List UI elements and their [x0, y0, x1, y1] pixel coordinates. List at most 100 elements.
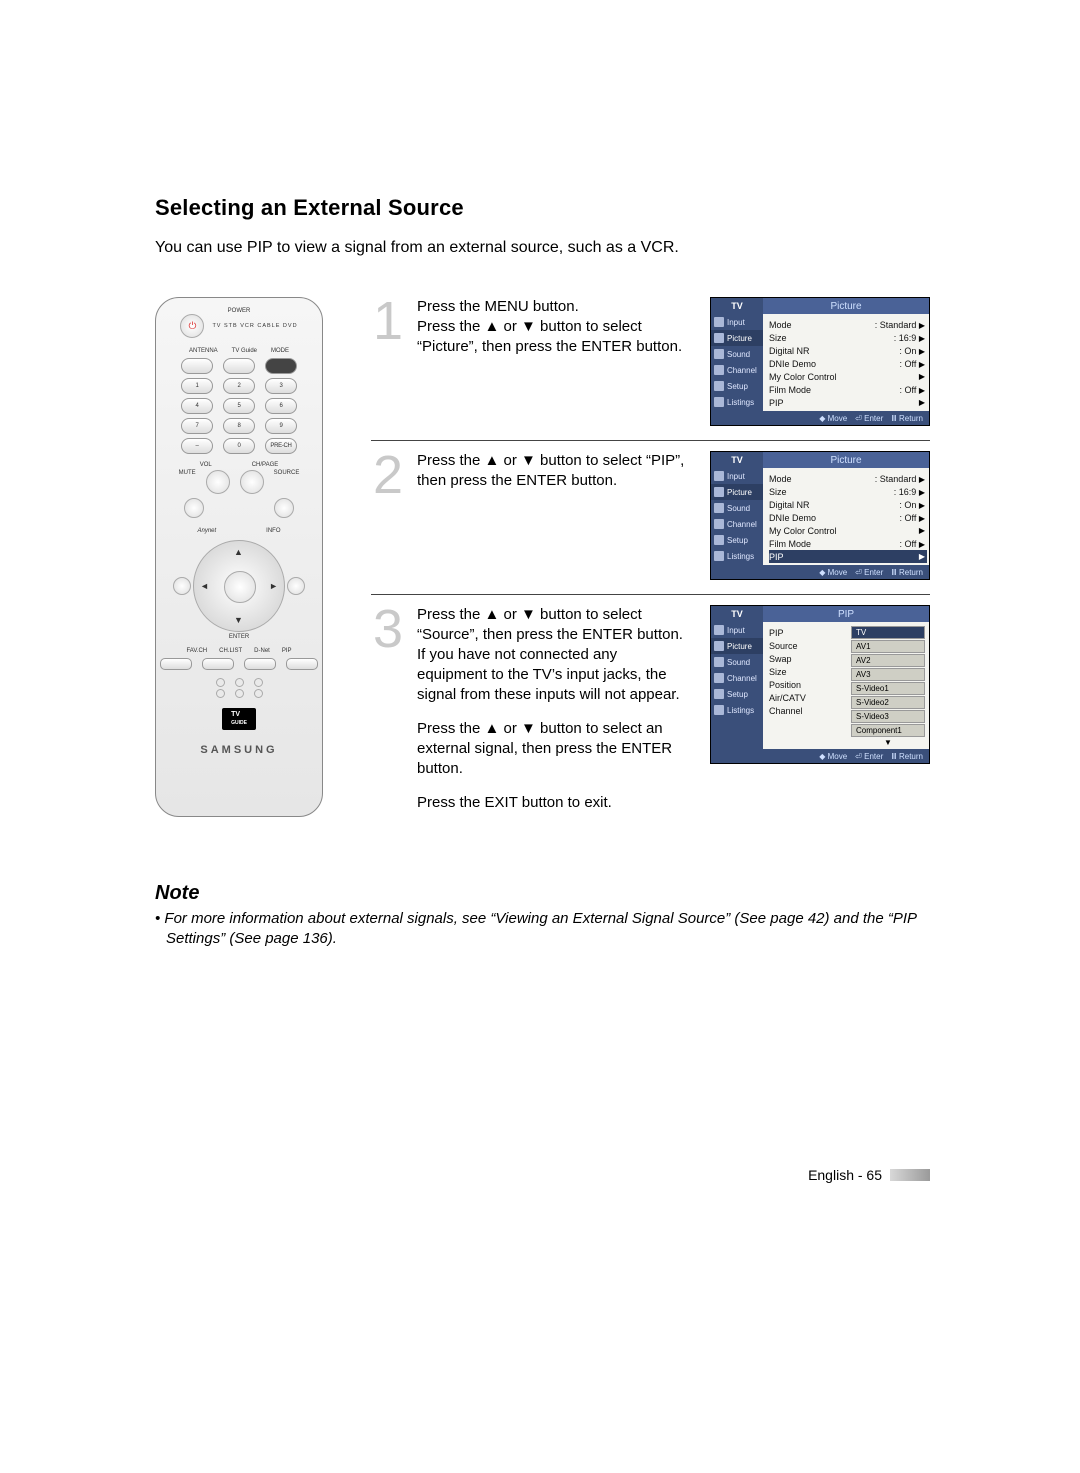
- exit-button: [287, 577, 305, 595]
- mute-label: MUTE: [179, 470, 196, 494]
- num-8: 8: [223, 418, 255, 434]
- picture-icon: [714, 333, 724, 343]
- source-item: AV2: [851, 654, 925, 667]
- num-1: 1: [181, 378, 213, 394]
- tvguide-label: TV Guide: [232, 348, 257, 354]
- tvguide-button: [223, 358, 255, 374]
- nav-pad: ▲ ▼ ◄ ►: [193, 540, 285, 632]
- step-number: 3: [371, 605, 405, 653]
- num-prech: PRE-CH: [265, 438, 297, 454]
- step-3-line-3: Press the ▲ or ▼ button to select an ext…: [417, 719, 690, 779]
- side-setup: Setup: [711, 378, 763, 394]
- footer-bar-icon: [890, 1169, 930, 1181]
- step-text: Press the MENU button. Press the ▲ or ▼ …: [417, 297, 698, 357]
- vol-label: VOL: [200, 462, 212, 468]
- listings-icon: [714, 397, 724, 407]
- osd-footer: Move Enter Return: [711, 411, 929, 425]
- dnet-button: [244, 658, 276, 670]
- mode-button: [265, 358, 297, 374]
- note-title: Note: [155, 882, 930, 905]
- setup-icon: [714, 381, 724, 391]
- step-3-line-4: Press the EXIT button to exit.: [417, 793, 690, 813]
- page-title: Selecting an External Source: [155, 195, 930, 221]
- favch-button: [160, 658, 192, 670]
- source-item: S-Video2: [851, 696, 925, 709]
- step-1-line-2: Press the ▲ or ▼ button to select “Pictu…: [417, 317, 690, 357]
- mute-button: [184, 498, 204, 518]
- pip-label: PIP: [282, 648, 292, 654]
- source-item: Component1: [851, 724, 925, 737]
- side-picture: Picture: [711, 330, 763, 346]
- mode-label: MODE: [271, 348, 289, 354]
- remote-body: POWER ⏻ TV STB VCR CABLE DVD ANTENNA TV …: [155, 297, 323, 817]
- num-0: 0: [223, 438, 255, 454]
- color-dots: [216, 678, 263, 687]
- step-text: Press the ▲ or ▼ button to select “PIP”,…: [417, 451, 698, 491]
- pip-button: [286, 658, 318, 670]
- osd-sidebar: Input Picture Sound Channel Setup Listin…: [711, 314, 763, 411]
- enter-label: ENTER: [229, 634, 249, 640]
- num-dash: –: [181, 438, 213, 454]
- osd-pip-source: TVPIP Input Picture Sound Channel Setup …: [710, 605, 930, 764]
- source-button: [274, 498, 294, 518]
- antenna-label: ANTENNA: [189, 348, 218, 354]
- osd-head-tv: TV: [711, 298, 763, 314]
- num-2: 2: [223, 378, 255, 394]
- chlist-button: [202, 658, 234, 670]
- osd-main: Mode: Standard ▶ Size: 16:9 ▶ Digital NR…: [763, 314, 929, 411]
- step-2-line: Press the ▲ or ▼ button to select “PIP”,…: [417, 451, 690, 491]
- steps-column: 1 Press the MENU button. Press the ▲ or …: [371, 297, 930, 837]
- step-number: 1: [371, 297, 405, 345]
- num-9: 9: [265, 418, 297, 434]
- tvguide-logo: TVGUIDE: [222, 708, 256, 730]
- footer-text: English - 65: [808, 1167, 882, 1183]
- step-text: Press the ▲ or ▼ button to select “Sourc…: [417, 605, 698, 813]
- device-row-label: TV STB VCR CABLE DVD: [212, 323, 297, 329]
- side-input: Input: [711, 314, 763, 330]
- chlist-label: CH.LIST: [219, 648, 242, 654]
- remote-figure: POWER ⏻ TV STB VCR CABLE DVD ANTENNA TV …: [155, 297, 323, 817]
- ch-rocker: [240, 470, 264, 494]
- num-4: 4: [181, 398, 213, 414]
- note-section: Note • For more information about extern…: [155, 882, 930, 949]
- step-2: 2 Press the ▲ or ▼ button to select “PIP…: [371, 451, 930, 595]
- step-3: 3 Press the ▲ or ▼ button to select “Sou…: [371, 605, 930, 827]
- page-footer: English - 65: [808, 1167, 930, 1183]
- content-row: POWER ⏻ TV STB VCR CABLE DVD ANTENNA TV …: [155, 297, 930, 837]
- step-1: 1 Press the MENU button. Press the ▲ or …: [371, 297, 930, 441]
- note-bullet: • For more information about external si…: [155, 909, 930, 949]
- chpage-label: CH/PAGE: [252, 462, 279, 468]
- source-list: TV AV1 AV2 AV3 S-Video1 S-Video2 S-Video…: [851, 626, 925, 747]
- num-5: 5: [223, 398, 255, 414]
- page-intro: You can use PIP to view a signal from an…: [155, 239, 930, 257]
- osd-head-title: Picture: [763, 298, 929, 314]
- input-icon: [714, 317, 724, 327]
- favch-label: FAV.CH: [186, 648, 207, 654]
- right-arrow-icon: ▶: [919, 321, 925, 330]
- num-7: 7: [181, 418, 213, 434]
- dnet-label: D-Net: [254, 648, 270, 654]
- step-3-line-1: Press the ▲ or ▼ button to select “Sourc…: [417, 605, 690, 645]
- osd-picture-2: TVPicture Input Picture Sound Channel Se…: [710, 451, 930, 580]
- side-channel: Channel: [711, 362, 763, 378]
- brand-label: SAMSUNG: [200, 744, 277, 756]
- manual-page: Selecting an External Source You can use…: [0, 0, 1080, 1473]
- source-item: AV3: [851, 668, 925, 681]
- more-indicator: ▼: [851, 738, 925, 747]
- source-item: AV1: [851, 640, 925, 653]
- sound-icon: [714, 349, 724, 359]
- vol-rocker: [206, 470, 230, 494]
- anynet-label: Anynet: [197, 528, 216, 534]
- channel-icon: [714, 365, 724, 375]
- menu-button: [173, 577, 191, 595]
- power-button-icon: ⏻: [180, 314, 204, 338]
- source-item: S-Video3: [851, 710, 925, 723]
- step-3-line-2: If you have not connected any equipment …: [417, 645, 690, 705]
- source-item: TV: [851, 626, 925, 639]
- step-1-line-1: Press the MENU button.: [417, 297, 690, 317]
- osd-picture-1: TVPicture Input Picture Sound Channel Se…: [710, 297, 930, 426]
- source-label: SOURCE: [274, 470, 300, 494]
- side-sound: Sound: [711, 346, 763, 362]
- num-6: 6: [265, 398, 297, 414]
- side-listings: Listings: [711, 394, 763, 410]
